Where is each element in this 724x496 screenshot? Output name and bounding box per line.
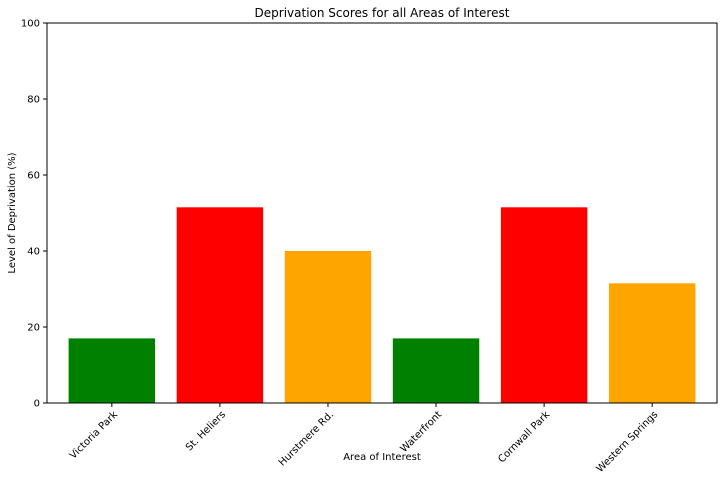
bar-victoria-park bbox=[68, 338, 156, 403]
chart-title: Deprivation Scores for all Areas of Inte… bbox=[255, 6, 510, 20]
y-tick-label: 100 bbox=[21, 19, 40, 30]
bar-western-springs bbox=[608, 283, 696, 403]
bar-st-heliers bbox=[176, 207, 264, 403]
x-tick-label: Western Springs bbox=[595, 409, 661, 475]
bar-hurstmere-rd bbox=[284, 251, 372, 403]
plot-frame bbox=[46, 22, 718, 404]
bar-waterfront bbox=[392, 338, 480, 403]
y-tick-label: 60 bbox=[27, 171, 40, 182]
y-tick-label: 80 bbox=[27, 95, 40, 106]
x-tick-label: Cornwall Park bbox=[496, 409, 552, 465]
x-axis: Victoria Park St. Heliers Hurstmere Rd. Wat… bbox=[68, 403, 660, 475]
bar-cornwall-park bbox=[500, 207, 588, 403]
bars-group bbox=[68, 207, 696, 403]
x-tick-label: Hurstmere Rd. bbox=[277, 409, 336, 468]
y-axis: 0 20 40 60 80 100 bbox=[21, 19, 47, 410]
y-tick-label: 20 bbox=[27, 323, 40, 334]
y-tick-label: 0 bbox=[34, 399, 40, 410]
x-tick-label: Waterfront bbox=[399, 409, 445, 455]
x-axis-label: Area of Interest bbox=[343, 452, 421, 463]
x-tick-label: Victoria Park bbox=[68, 409, 120, 461]
y-axis-label: Level of Deprivation (%) bbox=[7, 152, 18, 273]
x-tick-label: St. Heliers bbox=[184, 409, 228, 453]
y-tick-label: 40 bbox=[27, 247, 40, 258]
